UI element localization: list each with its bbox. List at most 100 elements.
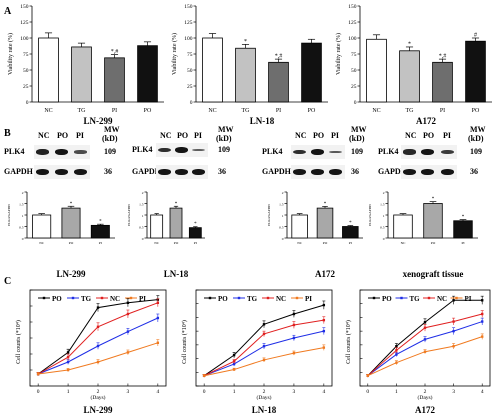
category-label-NC: NC bbox=[39, 241, 45, 245]
plk4-band bbox=[293, 149, 306, 155]
lane-label-PO: PO bbox=[57, 131, 69, 140]
gapdh-mw: 36 bbox=[470, 167, 478, 176]
bar-NC bbox=[32, 214, 52, 239]
y-axis-label: Cell counts (*10⁴) bbox=[181, 320, 188, 364]
y-axis-label: Cell counts (*10⁴) bbox=[15, 320, 22, 364]
category-label-NC: NC bbox=[44, 108, 52, 114]
bar-NC bbox=[202, 37, 223, 103]
mw-unit: (kD) bbox=[216, 134, 232, 143]
y-tick-label: 1.5 bbox=[139, 203, 144, 207]
bar-chart-a172: 0 0.5 1 1.5 2 PLK4/GAPDH NC * PO * PI A172 bbox=[267, 191, 363, 279]
data-point-PI bbox=[322, 346, 326, 349]
category-label-NC: NC bbox=[208, 108, 216, 114]
gapdh-band bbox=[421, 169, 434, 175]
y-tick-label: 0 bbox=[354, 100, 357, 106]
legend-label-PI: PI bbox=[139, 295, 146, 303]
y-axis-label: Viability rate (%) bbox=[335, 33, 342, 75]
lane-label-PO: PO bbox=[313, 131, 325, 140]
bar-TG bbox=[71, 46, 92, 103]
y-tick-label: 150 bbox=[20, 4, 29, 10]
plk4-blot-strip bbox=[401, 145, 457, 159]
y-tick-label: 0 bbox=[383, 237, 385, 241]
category-label-NC: NC bbox=[372, 108, 380, 114]
category-label-TG: TG bbox=[78, 108, 87, 114]
y-axis-label: PLK4/GAPDH bbox=[127, 204, 131, 226]
chart-title: A172 bbox=[315, 269, 335, 279]
plk4-mw: 109 bbox=[470, 147, 482, 156]
legend-marker-PI bbox=[455, 296, 458, 300]
mw-header: MW bbox=[104, 125, 120, 134]
plk4-band bbox=[74, 150, 87, 154]
y-tick-label: 0.5 bbox=[19, 226, 24, 230]
data-point-NC bbox=[452, 320, 455, 323]
y-tick-label: 0 bbox=[22, 237, 24, 241]
plk4-blot-strip bbox=[34, 145, 90, 159]
category-label-PI: PI bbox=[461, 241, 465, 245]
gapdh-band bbox=[293, 169, 306, 175]
y-tick-label: 1 bbox=[22, 214, 24, 218]
y-tick-label: 125 bbox=[184, 20, 193, 26]
x-axis-label: (Days) bbox=[418, 394, 433, 401]
y-tick-label: 0.5 bbox=[380, 226, 385, 230]
gapdh-mw: 36 bbox=[104, 167, 112, 176]
x-tick-label: 1 bbox=[395, 389, 398, 395]
y-tick-label: 25 bbox=[23, 84, 29, 90]
x-tick-label: 4 bbox=[156, 389, 159, 395]
category-label-NC: NC bbox=[154, 241, 160, 245]
gapdh-band bbox=[158, 169, 171, 175]
bar-PI bbox=[342, 226, 359, 239]
legend-marker-PO bbox=[208, 296, 212, 300]
bar-chart-ln-18: 0 25 50 75 100 125 150 Viability rate (%) NC * TG *… bbox=[171, 4, 328, 126]
y-axis-label: Viability rate (%) bbox=[171, 33, 178, 75]
data-point-PI bbox=[452, 345, 455, 348]
chart-title: LN-299 bbox=[57, 269, 86, 279]
plk4-mw: 109 bbox=[218, 145, 230, 154]
legend-marker-NC bbox=[266, 296, 270, 300]
significance-marker: * bbox=[432, 197, 435, 202]
legend-label-PO: PO bbox=[218, 295, 228, 303]
data-point-TG bbox=[292, 336, 296, 340]
category-label-PO: PO bbox=[472, 108, 480, 114]
mw-unit: (kD) bbox=[468, 134, 484, 143]
y-tick-label: 1 bbox=[142, 214, 144, 218]
y-axis-label: PLK4/GAPDH bbox=[7, 204, 11, 226]
y-tick-label: 2 bbox=[282, 191, 284, 195]
lane-label-PO: PO bbox=[177, 131, 189, 140]
lane-label-PI: PI bbox=[443, 131, 451, 140]
lane-label-NC: NC bbox=[295, 131, 307, 140]
data-point-NC bbox=[126, 312, 130, 316]
mw-header: MW bbox=[470, 125, 486, 134]
legend-label-NC: NC bbox=[437, 295, 447, 303]
x-tick-label: 1 bbox=[67, 389, 70, 395]
y-tick-label: 0 bbox=[282, 237, 284, 241]
plk4-band bbox=[311, 149, 324, 155]
plk4-mw: 109 bbox=[351, 147, 363, 156]
data-point-PI bbox=[481, 335, 484, 338]
plk4-label: PLK4 bbox=[132, 145, 153, 154]
lane-label-PI: PI bbox=[331, 131, 339, 140]
bar-PI bbox=[453, 220, 473, 239]
data-point-NC bbox=[481, 312, 484, 316]
lane-label-PO: PO bbox=[423, 131, 435, 140]
category-label-PI: PI bbox=[349, 241, 353, 245]
panel-label-A: A bbox=[4, 6, 12, 17]
chart-title: LN-299 bbox=[84, 116, 113, 126]
y-tick-label: 25 bbox=[351, 84, 357, 90]
bar-PO bbox=[316, 207, 334, 239]
x-tick-label: 3 bbox=[452, 389, 455, 395]
data-point-PI bbox=[96, 360, 100, 364]
legend-marker-TG bbox=[237, 296, 241, 300]
bar-PO bbox=[61, 207, 81, 239]
lane-label-NC: NC bbox=[160, 131, 172, 140]
gapdh-label: GAPDH bbox=[262, 167, 291, 176]
legend-label-TG: TG bbox=[81, 295, 92, 303]
bar-TG bbox=[235, 47, 256, 103]
line-chart-ln-18: 0 1 2 3 4 (Days) Cell counts (*10⁴) PO TG NC PI LN-… bbox=[181, 289, 333, 415]
y-tick-label: 25 bbox=[187, 84, 193, 90]
bar-chart-ln-18: 0 0.5 1 1.5 2 PLK4/GAPDH NC * PO * PI LN-18 bbox=[127, 191, 205, 279]
lane-label-PI: PI bbox=[194, 131, 202, 140]
plk4-band bbox=[329, 150, 342, 154]
y-tick-label: 50 bbox=[351, 68, 357, 74]
y-tick-label: 2 bbox=[22, 191, 24, 195]
legend-marker-NC bbox=[427, 296, 431, 300]
